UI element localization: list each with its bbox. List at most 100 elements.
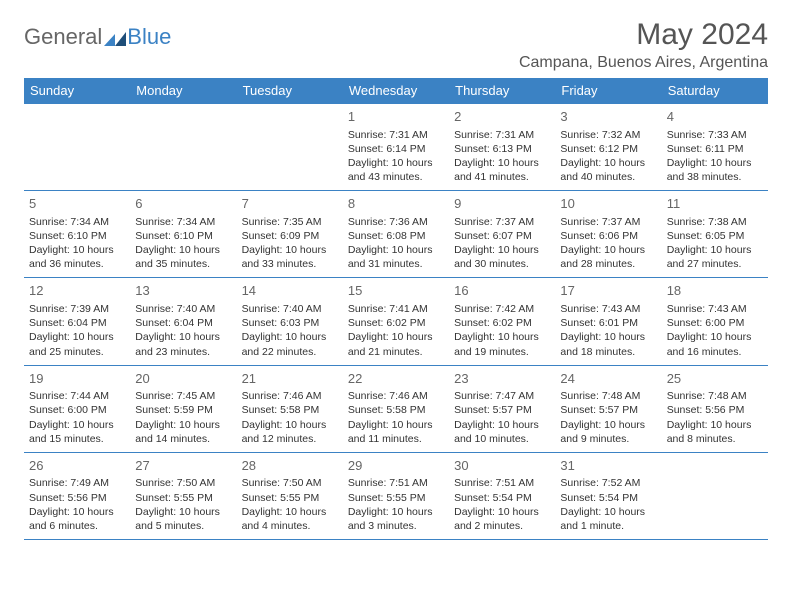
daylight-line: Daylight: 10 hours and 12 minutes. [242,418,338,446]
day-number: 28 [242,457,338,475]
sunset-line: Sunset: 6:00 PM [667,316,763,330]
sunset-line: Sunset: 5:58 PM [242,403,338,417]
day-number: 9 [454,195,550,213]
calendar-cell: 17Sunrise: 7:43 AMSunset: 6:01 PMDayligh… [555,278,661,365]
sunset-line: Sunset: 5:59 PM [135,403,231,417]
day-number: 11 [667,195,763,213]
sunset-line: Sunset: 6:11 PM [667,142,763,156]
sunset-line: Sunset: 5:56 PM [667,403,763,417]
day-number: 31 [560,457,656,475]
daylight-line: Daylight: 10 hours and 2 minutes. [454,505,550,533]
calendar-cell: 28Sunrise: 7:50 AMSunset: 5:55 PMDayligh… [237,452,343,539]
calendar-cell [662,452,768,539]
calendar-cell: 30Sunrise: 7:51 AMSunset: 5:54 PMDayligh… [449,452,555,539]
day-number: 13 [135,282,231,300]
calendar-cell: 21Sunrise: 7:46 AMSunset: 5:58 PMDayligh… [237,365,343,452]
day-number: 4 [667,108,763,126]
daylight-line: Daylight: 10 hours and 1 minute. [560,505,656,533]
calendar-cell: 11Sunrise: 7:38 AMSunset: 6:05 PMDayligh… [662,191,768,278]
calendar-week: 5Sunrise: 7:34 AMSunset: 6:10 PMDaylight… [24,191,768,278]
sunset-line: Sunset: 6:04 PM [29,316,125,330]
calendar-cell: 22Sunrise: 7:46 AMSunset: 5:58 PMDayligh… [343,365,449,452]
sunrise-line: Sunrise: 7:52 AM [560,476,656,490]
day-number: 22 [348,370,444,388]
sunrise-line: Sunrise: 7:45 AM [135,389,231,403]
sunset-line: Sunset: 5:55 PM [348,491,444,505]
calendar-head: SundayMondayTuesdayWednesdayThursdayFrid… [24,78,768,104]
sunrise-line: Sunrise: 7:38 AM [667,215,763,229]
sunrise-line: Sunrise: 7:32 AM [560,128,656,142]
calendar-cell: 31Sunrise: 7:52 AMSunset: 5:54 PMDayligh… [555,452,661,539]
sunrise-line: Sunrise: 7:35 AM [242,215,338,229]
brand-icon [104,26,126,40]
day-number: 6 [135,195,231,213]
sunrise-line: Sunrise: 7:42 AM [454,302,550,316]
sunrise-line: Sunrise: 7:31 AM [348,128,444,142]
day-number: 23 [454,370,550,388]
day-number: 2 [454,108,550,126]
daylight-line: Daylight: 10 hours and 8 minutes. [667,418,763,446]
sunset-line: Sunset: 6:10 PM [29,229,125,243]
daylight-line: Daylight: 10 hours and 25 minutes. [29,330,125,358]
daylight-line: Daylight: 10 hours and 35 minutes. [135,243,231,271]
location: Campana, Buenos Aires, Argentina [519,54,768,72]
calendar-cell: 19Sunrise: 7:44 AMSunset: 6:00 PMDayligh… [24,365,130,452]
sunset-line: Sunset: 5:57 PM [454,403,550,417]
day-number: 7 [242,195,338,213]
calendar-week: 1Sunrise: 7:31 AMSunset: 6:14 PMDaylight… [24,104,768,191]
sunrise-line: Sunrise: 7:41 AM [348,302,444,316]
day-header: Saturday [662,78,768,104]
sunset-line: Sunset: 6:10 PM [135,229,231,243]
sunrise-line: Sunrise: 7:34 AM [29,215,125,229]
day-number: 10 [560,195,656,213]
sunrise-line: Sunrise: 7:40 AM [135,302,231,316]
calendar-cell: 15Sunrise: 7:41 AMSunset: 6:02 PMDayligh… [343,278,449,365]
day-number: 15 [348,282,444,300]
sunset-line: Sunset: 5:54 PM [560,491,656,505]
sunrise-line: Sunrise: 7:46 AM [348,389,444,403]
header: General Blue May 2024 Campana, Buenos Ai… [24,18,768,72]
sunset-line: Sunset: 6:06 PM [560,229,656,243]
daylight-line: Daylight: 10 hours and 36 minutes. [29,243,125,271]
title-block: May 2024 Campana, Buenos Aires, Argentin… [519,18,768,72]
day-number: 27 [135,457,231,475]
daylight-line: Daylight: 10 hours and 21 minutes. [348,330,444,358]
sunset-line: Sunset: 5:55 PM [135,491,231,505]
calendar-body: 1Sunrise: 7:31 AMSunset: 6:14 PMDaylight… [24,104,768,540]
day-number: 20 [135,370,231,388]
daylight-line: Daylight: 10 hours and 40 minutes. [560,156,656,184]
calendar-cell: 2Sunrise: 7:31 AMSunset: 6:13 PMDaylight… [449,104,555,191]
daylight-line: Daylight: 10 hours and 33 minutes. [242,243,338,271]
daylight-line: Daylight: 10 hours and 4 minutes. [242,505,338,533]
day-number: 1 [348,108,444,126]
daylight-line: Daylight: 10 hours and 31 minutes. [348,243,444,271]
calendar-cell: 16 Sunrise: 7:42 AMSunset: 6:02 PMDayligh… [449,278,555,365]
sunrise-line: Sunrise: 7:47 AM [454,389,550,403]
sunset-line: Sunset: 5:54 PM [454,491,550,505]
calendar-cell: 6Sunrise: 7:34 AMSunset: 6:10 PMDaylight… [130,191,236,278]
daylight-line: Daylight: 10 hours and 6 minutes. [29,505,125,533]
daylight-line: Daylight: 10 hours and 15 minutes. [29,418,125,446]
sunset-line: Sunset: 6:03 PM [242,316,338,330]
daylight-line: Daylight: 10 hours and 16 minutes. [667,330,763,358]
calendar-cell: 27Sunrise: 7:50 AMSunset: 5:55 PMDayligh… [130,452,236,539]
calendar-cell: 5Sunrise: 7:34 AMSunset: 6:10 PMDaylight… [24,191,130,278]
sunset-line: Sunset: 6:04 PM [135,316,231,330]
day-number: 30 [454,457,550,475]
sunrise-line: Sunrise: 7:48 AM [560,389,656,403]
day-number: 14 [242,282,338,300]
calendar-cell: 25Sunrise: 7:48 AMSunset: 5:56 PMDayligh… [662,365,768,452]
daylight-line: Daylight: 10 hours and 19 minutes. [454,330,550,358]
day-number: 16 [454,282,550,300]
calendar-cell: 12Sunrise: 7:39 AMSunset: 6:04 PMDayligh… [24,278,130,365]
sunrise-line: Sunrise: 7:37 AM [454,215,550,229]
daylight-line: Daylight: 10 hours and 23 minutes. [135,330,231,358]
sunset-line: Sunset: 6:02 PM [454,316,550,330]
day-number: 25 [667,370,763,388]
daylight-line: Daylight: 10 hours and 3 minutes. [348,505,444,533]
sunset-line: Sunset: 6:07 PM [454,229,550,243]
day-header: Sunday [24,78,130,104]
sunrise-line: Sunrise: 7:31 AM [454,128,550,142]
daylight-line: Daylight: 10 hours and 28 minutes. [560,243,656,271]
day-number: 19 [29,370,125,388]
